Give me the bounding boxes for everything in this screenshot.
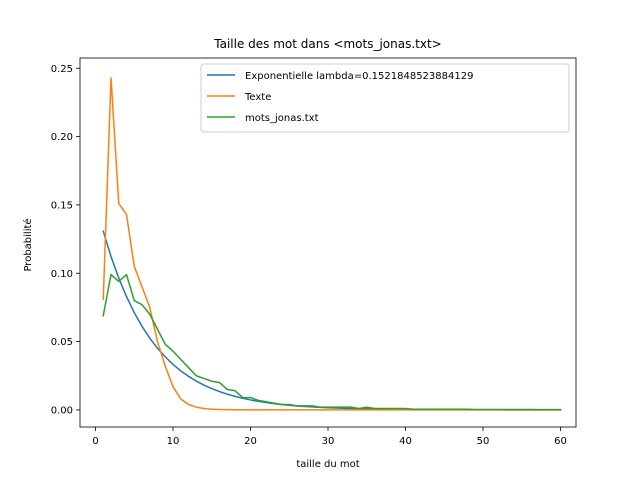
series-line-3 [102,273,562,411]
y-axis-label: Probabilité [22,218,34,271]
y-tick-label: 0.10 [51,269,73,280]
legend-label-3: mots_jonas.txt [245,113,319,124]
x-tick-label: 40 [399,436,412,447]
y-tick-label: 0.00 [51,405,73,416]
x-tick-label: 10 [167,436,180,447]
y-tick-label: 0.15 [51,200,73,211]
axes: 0 10 20 30 40 50 60 0.00 0.05 0.10 0.15 0.20 0.25 [51,57,577,447]
y-tick-label: 0.05 [51,337,73,348]
legend: Exponentielle lambda=0.1521848523884129 T… [200,63,570,133]
x-tick-label: 20 [244,436,257,447]
legend-label-1: Exponentielle lambda=0.1521848523884129 [245,71,473,82]
chart-title: Taille des mot dans <mots_jonas.txt> [213,37,441,51]
y-tick-label: 0.25 [51,64,73,75]
legend-box [200,63,570,133]
x-tick-label: 50 [477,436,490,447]
plot-area [102,77,562,411]
y-tick-label: 0.20 [51,132,73,143]
legend-label-2: Texte [244,92,271,103]
x-axis-label: taille du mot [296,459,359,470]
x-tick-label: 30 [322,436,335,447]
x-tick-label: 60 [554,436,567,447]
x-tick-label: 0 [92,436,98,447]
